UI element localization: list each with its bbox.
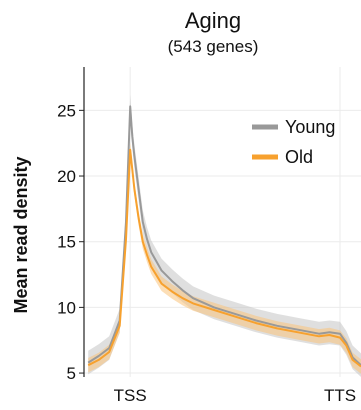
y-tick-label: 10 <box>57 298 76 317</box>
y-tick-label: 20 <box>57 167 76 186</box>
confidence-bands <box>88 94 361 377</box>
x-ticks: TSS TTS <box>114 386 356 405</box>
y-tick-label: 15 <box>57 233 76 252</box>
legend-label-old: Old <box>285 147 313 167</box>
x-tick-label: TTS <box>324 386 356 405</box>
chart-subtitle: (543 genes) <box>168 37 259 56</box>
y-ticks: 5 10 15 20 25 <box>57 101 84 383</box>
chart-title: Aging <box>185 8 241 33</box>
x-tick-label: TSS <box>114 386 147 405</box>
legend: Young Old <box>252 117 335 167</box>
series-line-old <box>87 148 361 368</box>
y-tick-label: 5 <box>67 364 76 383</box>
series-lines <box>87 105 361 368</box>
y-axis-label: Mean read density <box>11 156 31 313</box>
y-tick-label: 25 <box>57 101 76 120</box>
legend-label-young: Young <box>285 117 335 137</box>
series-band-young <box>88 94 361 377</box>
series-line-young <box>87 105 361 366</box>
